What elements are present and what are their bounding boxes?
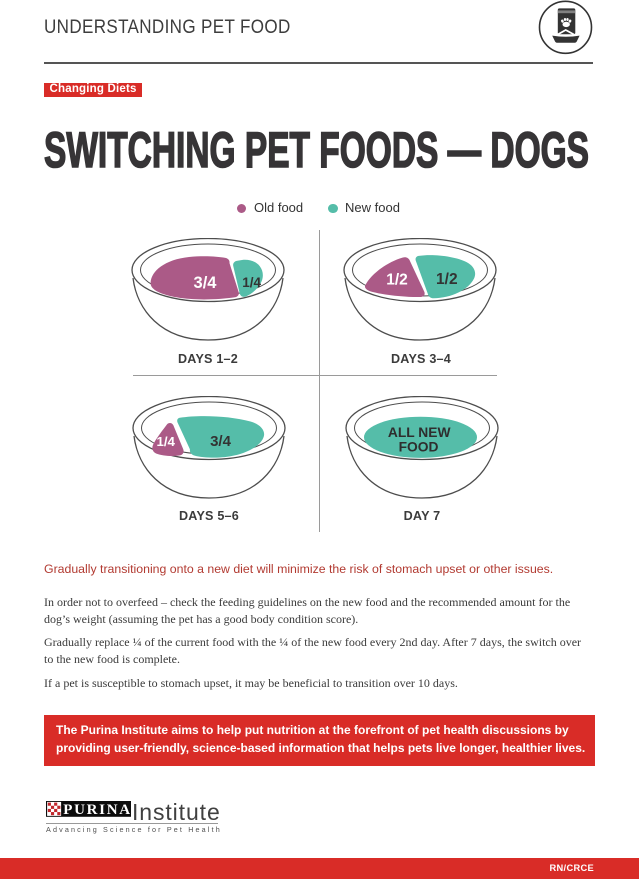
svg-text:PURINA: PURINA bbox=[63, 802, 131, 817]
svg-text:3/4: 3/4 bbox=[194, 274, 218, 292]
svg-text:3/4: 3/4 bbox=[210, 433, 232, 450]
svg-text:FOOD: FOOD bbox=[399, 440, 439, 455]
svg-text:1/4: 1/4 bbox=[242, 275, 261, 290]
svg-text:1/2: 1/2 bbox=[386, 272, 408, 289]
svg-text:1/2: 1/2 bbox=[436, 271, 458, 288]
svg-text:ALL NEW: ALL NEW bbox=[388, 425, 452, 440]
svg-text:1/4: 1/4 bbox=[156, 434, 175, 449]
